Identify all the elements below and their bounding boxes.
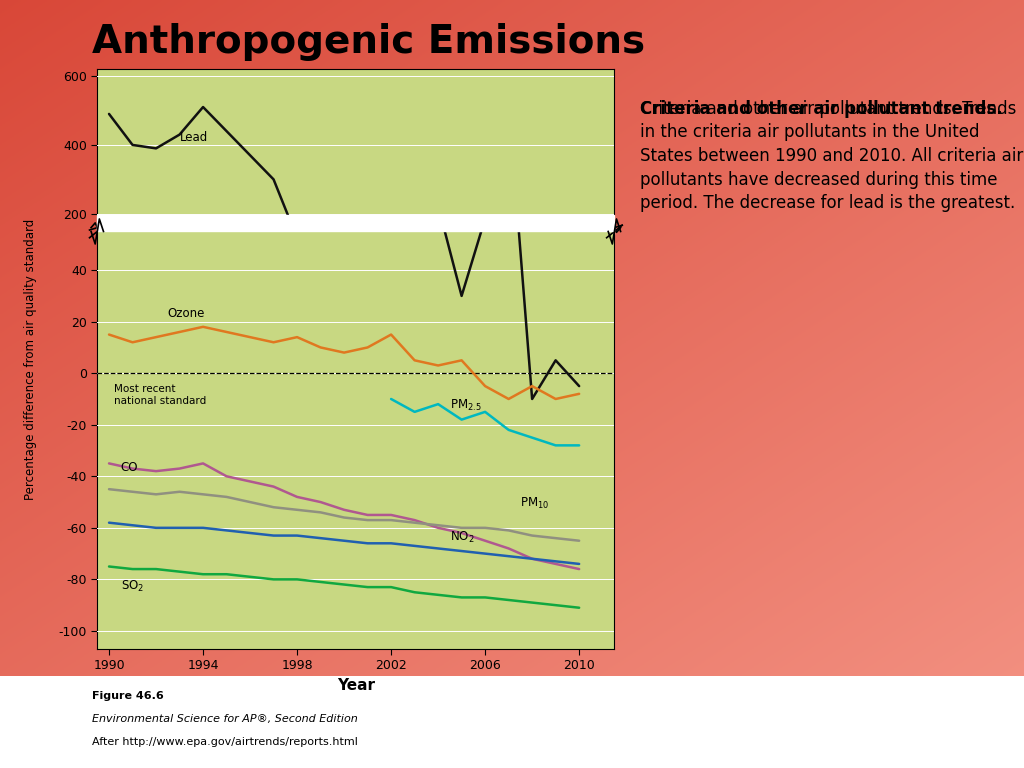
Text: PM$_{10}$: PM$_{10}$: [520, 496, 550, 511]
Text: Criteria and other air pollutant trends.: Criteria and other air pollutant trends.: [640, 100, 1002, 118]
Text: CO: CO: [121, 461, 138, 474]
Text: Anthropogenic Emissions: Anthropogenic Emissions: [92, 23, 645, 61]
Text: NO$_{2}$: NO$_{2}$: [450, 530, 474, 545]
X-axis label: Year: Year: [337, 678, 375, 693]
Text: Most recent
national standard: Most recent national standard: [114, 384, 206, 406]
Text: Environmental Science for AP®, Second Edition: Environmental Science for AP®, Second Ed…: [92, 714, 358, 724]
Text: PM$_{2.5}$: PM$_{2.5}$: [450, 399, 481, 413]
Text: Figure 46.6: Figure 46.6: [92, 691, 164, 701]
Text: Criteria and other air pollutant trends. Trends in the criteria air pollutants i: Criteria and other air pollutant trends.…: [640, 100, 1023, 212]
Text: SO$_{2}$: SO$_{2}$: [121, 578, 144, 594]
Text: Ozone: Ozone: [168, 306, 205, 319]
Bar: [97, 227, 614, 234]
Text: Lead: Lead: [179, 131, 208, 144]
Text: Percentage difference from air quality standard: Percentage difference from air quality s…: [25, 218, 37, 500]
Text: After http://www.epa.gov/airtrends/reports.html: After http://www.epa.gov/airtrends/repor…: [92, 737, 358, 747]
Bar: [97, 215, 614, 231]
